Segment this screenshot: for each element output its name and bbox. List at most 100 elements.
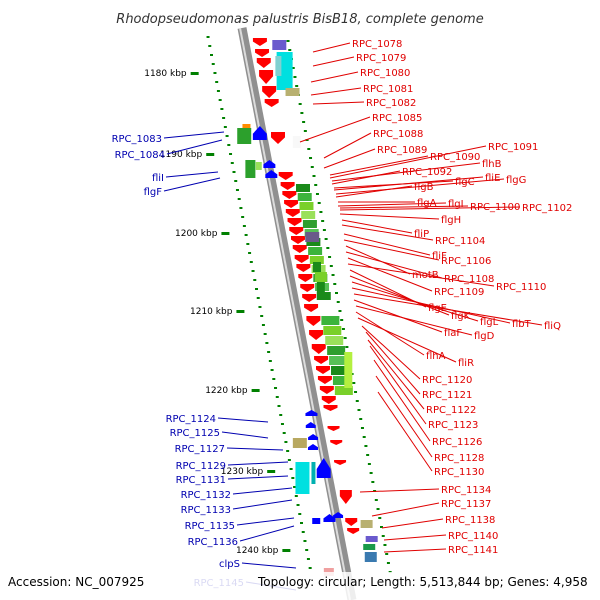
leader-line <box>239 525 295 542</box>
track-tick <box>286 40 290 42</box>
gene-label-fliq: fliQ <box>544 321 561 332</box>
track-tick <box>258 306 262 308</box>
scale-tick <box>221 232 230 235</box>
reverse-gene-arrow <box>285 209 300 217</box>
feature-block <box>323 326 342 335</box>
gene-label-rpc-1128: RPC_1128 <box>434 453 484 464</box>
gene-label-rpc-1132: RPC_1132 <box>181 490 231 501</box>
leader-line <box>323 148 376 169</box>
scale-tick <box>267 470 276 473</box>
track-tick <box>289 468 293 470</box>
reverse-gene-arrow <box>323 405 338 411</box>
gene-label-rpc-1140: RPC_1140 <box>448 531 498 542</box>
scale-label: 1230 kbp <box>221 467 264 477</box>
footer-backdrop <box>0 572 600 600</box>
leader-line <box>345 245 411 275</box>
track-tick <box>328 256 332 258</box>
reverse-gene-arrow <box>256 58 271 68</box>
gene-label-rpc-1133: RPC_1133 <box>181 505 231 516</box>
track-tick <box>272 378 276 380</box>
track-tick <box>225 135 229 137</box>
feature-block <box>237 128 252 144</box>
feature-block <box>316 292 331 300</box>
reverse-gene-arrow <box>294 255 309 263</box>
reverse-gene-arrow <box>298 274 313 282</box>
gene-label-flgg: flgG <box>506 175 526 186</box>
track-tick <box>310 166 314 168</box>
gene-label-rpc-1135: RPC_1135 <box>185 521 235 532</box>
track-tick <box>295 85 299 87</box>
leader-line <box>335 185 413 198</box>
gene-label-rpc-1100: RPC_1100 <box>470 202 520 213</box>
scale-tick <box>190 72 199 75</box>
forward-gene-arrow <box>333 512 344 518</box>
track-tick <box>270 369 274 371</box>
gene-label-rpc-1136: RPC_1136 <box>188 537 238 548</box>
leader-line <box>343 233 431 256</box>
leader-line <box>312 56 355 67</box>
feature-block <box>329 356 348 365</box>
gene-label-rpc-1091: RPC_1091 <box>488 142 538 153</box>
leader-line <box>353 293 543 326</box>
feature-block <box>292 438 307 448</box>
leader-line <box>227 475 289 480</box>
track-tick <box>206 36 210 38</box>
gene-label-rpc-1141: RPC_1141 <box>448 545 498 556</box>
feature-block <box>327 346 346 355</box>
reverse-gene-arrow <box>290 236 305 244</box>
track-tick <box>254 288 258 290</box>
feature-block <box>245 160 256 178</box>
track-tick <box>307 148 311 150</box>
gene-label-flgh: flgH <box>441 215 461 226</box>
gene-label-flha: flhA <box>426 351 446 362</box>
gene-label-rpc-1109: RPC_1109 <box>434 287 484 298</box>
track-tick <box>317 202 321 204</box>
track-tick <box>235 189 239 191</box>
track-tick <box>209 54 213 56</box>
track-tick <box>234 180 238 182</box>
forward-gene-arrow <box>265 170 278 178</box>
reverse-gene-arrow <box>302 294 317 302</box>
reverse-gene-arrow <box>321 396 336 404</box>
feature-block <box>365 536 378 542</box>
scale-label: 1210 kbp <box>190 307 233 317</box>
forward-gene-arrow <box>308 434 319 440</box>
track-tick <box>282 432 286 434</box>
leader-line <box>355 311 425 356</box>
track-tick <box>286 450 290 452</box>
feature-block <box>309 256 324 264</box>
leader-line <box>232 487 293 495</box>
reverse-gene-arrow <box>296 264 311 272</box>
track-tick <box>371 481 375 483</box>
gene-label-rpc-1092: RPC_1092 <box>402 167 452 178</box>
track-tick <box>386 562 390 564</box>
leader-line <box>383 548 447 553</box>
track-tick <box>227 144 231 146</box>
gene-label-rpc-1079: RPC_1079 <box>356 53 406 64</box>
track-tick <box>343 337 347 339</box>
leader-line <box>323 132 372 159</box>
accession-text: Accession: NC_007925 <box>8 575 144 589</box>
feature-block <box>242 124 251 130</box>
gene-label-rpc-1126: RPC_1126 <box>432 437 482 448</box>
reverse-gene-arrow <box>284 200 299 208</box>
feature-block <box>255 162 262 170</box>
track-tick <box>355 400 359 402</box>
track-tick <box>362 436 366 438</box>
track-tick <box>333 283 337 285</box>
gene-label-rpc-1130: RPC_1130 <box>434 467 484 478</box>
track-tick <box>208 45 212 47</box>
feature-block <box>292 136 301 148</box>
gene-label-rpc-1085: RPC_1085 <box>372 113 422 124</box>
track-tick <box>287 459 291 461</box>
leader-line <box>373 359 431 442</box>
track-tick <box>263 333 267 335</box>
track-tick <box>359 418 363 420</box>
gene-label-flgl: flgL <box>480 317 499 328</box>
feature-block <box>295 184 310 192</box>
track-tick <box>267 351 271 353</box>
track-tick <box>302 121 306 123</box>
gene-label-flif: fliF <box>432 251 447 262</box>
reverse-gene-arrow <box>270 132 285 144</box>
track-tick <box>303 130 307 132</box>
